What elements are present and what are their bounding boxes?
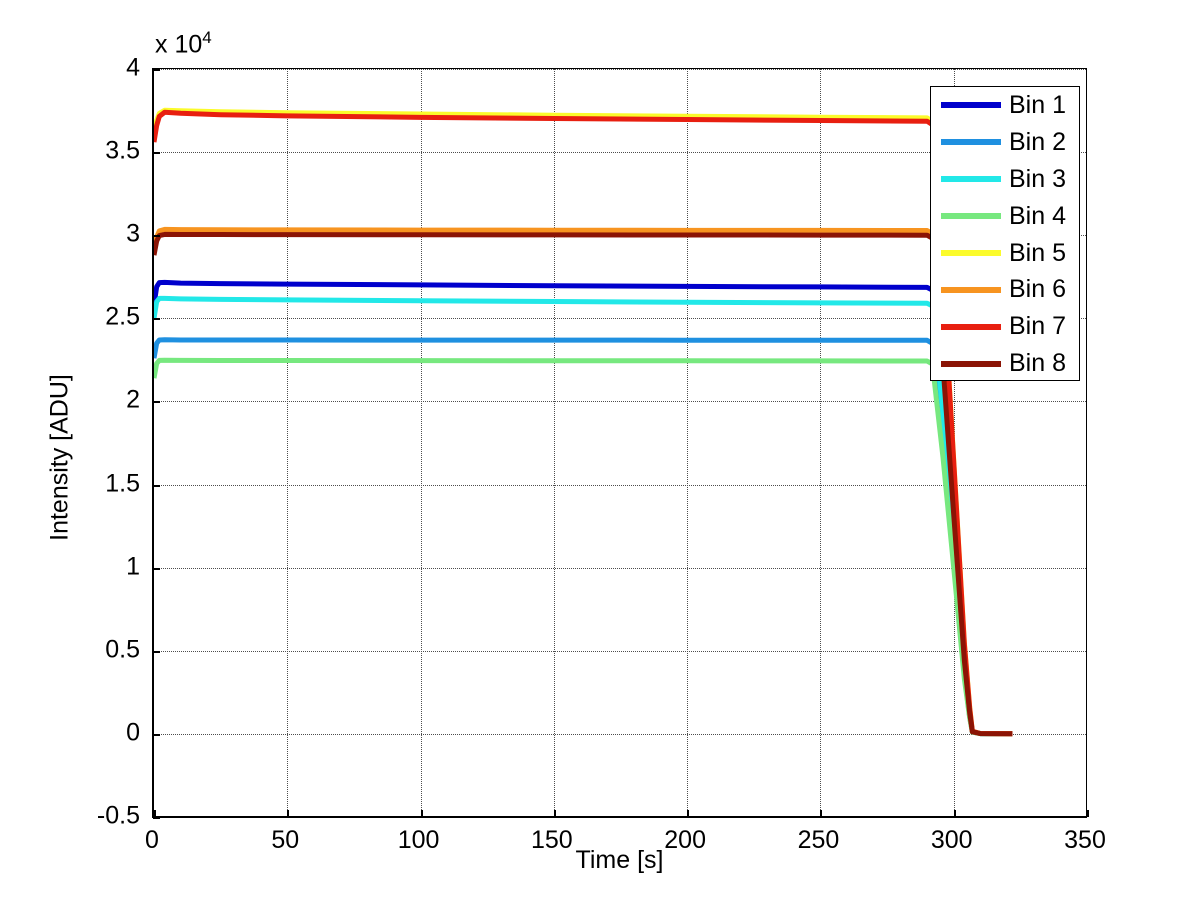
y-tick-label: 3: [126, 219, 140, 248]
vertical-gridline: [687, 69, 689, 816]
legend-label: Bin 5: [1009, 238, 1066, 267]
y-tick-label: 4: [126, 53, 140, 82]
legend-color-swatch: [941, 176, 1001, 183]
x-tick: [287, 810, 290, 817]
y-tick-label: 0: [126, 718, 140, 747]
series-line: [154, 109, 1013, 737]
legend-item[interactable]: Bin 1: [931, 87, 1079, 124]
legend-label: Bin 4: [1009, 201, 1066, 230]
x-tick-label: 300: [930, 826, 973, 854]
x-tick: [420, 810, 423, 817]
horizontal-gridline: [154, 650, 1086, 652]
x-tick: [1087, 810, 1089, 817]
legend-label: Bin 2: [1009, 127, 1066, 156]
horizontal-gridline: [154, 318, 1086, 320]
legend-item[interactable]: Bin 8: [931, 345, 1079, 382]
horizontal-gridline: [154, 733, 1086, 735]
legend-item[interactable]: Bin 7: [931, 308, 1079, 345]
legend-box[interactable]: Bin 1 Bin 2 Bin 3 Bin 4 Bin 5 Bin 6 Bin 7 Bin 8: [930, 86, 1080, 381]
x-tick-label: 150: [530, 826, 573, 854]
vertical-gridline: [553, 69, 555, 816]
y-tick: [153, 817, 160, 819]
series-line: [154, 295, 1013, 737]
x-tick-label: 0: [145, 826, 159, 854]
legend-color-swatch: [941, 249, 1001, 256]
legend-label: Bin 7: [1009, 312, 1066, 341]
y-tick-label: 1: [126, 552, 140, 581]
vertical-gridline: [420, 69, 422, 816]
y-tick-label: 3.5: [105, 136, 140, 165]
series-line: [154, 337, 1013, 737]
x-axis-label: Time [s]: [575, 846, 664, 874]
legend-item[interactable]: Bin 3: [931, 161, 1079, 198]
y-tick-label: 2.5: [105, 302, 140, 331]
legend-color-swatch: [941, 323, 1001, 330]
x-tick-label: 350: [1064, 826, 1106, 854]
y-tick: [153, 152, 160, 155]
x-tick-label: 100: [397, 826, 440, 854]
y-tick: [153, 318, 160, 321]
y-tick: [153, 484, 160, 487]
y-tick-label: -0.5: [96, 801, 140, 830]
horizontal-gridline: [154, 567, 1086, 569]
y-tick-label: 2: [126, 385, 140, 414]
legend-label: Bin 1: [1009, 91, 1066, 119]
x-tick: [953, 810, 956, 817]
legend-item[interactable]: Bin 5: [931, 235, 1079, 272]
legend-color-swatch: [941, 286, 1001, 293]
y-tick: [153, 235, 160, 238]
x-tick-label: 200: [664, 826, 706, 854]
horizontal-gridline: [154, 152, 1086, 154]
series-line: [154, 357, 1013, 737]
legend-item[interactable]: Bin 2: [931, 124, 1079, 161]
x-tick: [553, 810, 556, 817]
x-tick: [154, 810, 156, 817]
legend-color-swatch: [941, 102, 1001, 109]
legend-label: Bin 8: [1009, 349, 1066, 378]
y-tick-label: 0.5: [105, 635, 140, 664]
horizontal-gridline: [154, 401, 1086, 403]
data-curves: [154, 107, 1013, 737]
legend-label: Bin 6: [1009, 275, 1066, 304]
x-tick: [820, 810, 823, 817]
vertical-gridline: [820, 69, 822, 816]
y-axis-label: Intensity [ADU]: [45, 374, 74, 541]
horizontal-gridline: [154, 69, 1086, 70]
series-line: [154, 231, 1013, 737]
y-tick: [153, 567, 160, 570]
legend-color-swatch: [941, 139, 1001, 146]
y-tick: [153, 650, 160, 653]
y-axis-multiplier: x 104: [155, 28, 212, 59]
legend-color-swatch: [941, 360, 1001, 367]
x-tick-label: 250: [797, 826, 840, 854]
legend-color-swatch: [941, 213, 1001, 220]
legend-item[interactable]: Bin 4: [931, 198, 1079, 235]
y-tick: [153, 69, 160, 71]
y-tick: [153, 401, 160, 404]
x-tick: [687, 810, 690, 817]
legend-label: Bin 3: [1009, 164, 1066, 193]
series-line: [154, 279, 1013, 737]
series-line: [154, 107, 1013, 737]
y-tick: [153, 733, 160, 736]
legend-item[interactable]: Bin 6: [931, 271, 1079, 308]
horizontal-gridline: [154, 484, 1086, 486]
x-tick-label: 50: [271, 826, 300, 854]
y-tick-label: 1.5: [105, 469, 140, 498]
vertical-gridline: [287, 69, 289, 816]
